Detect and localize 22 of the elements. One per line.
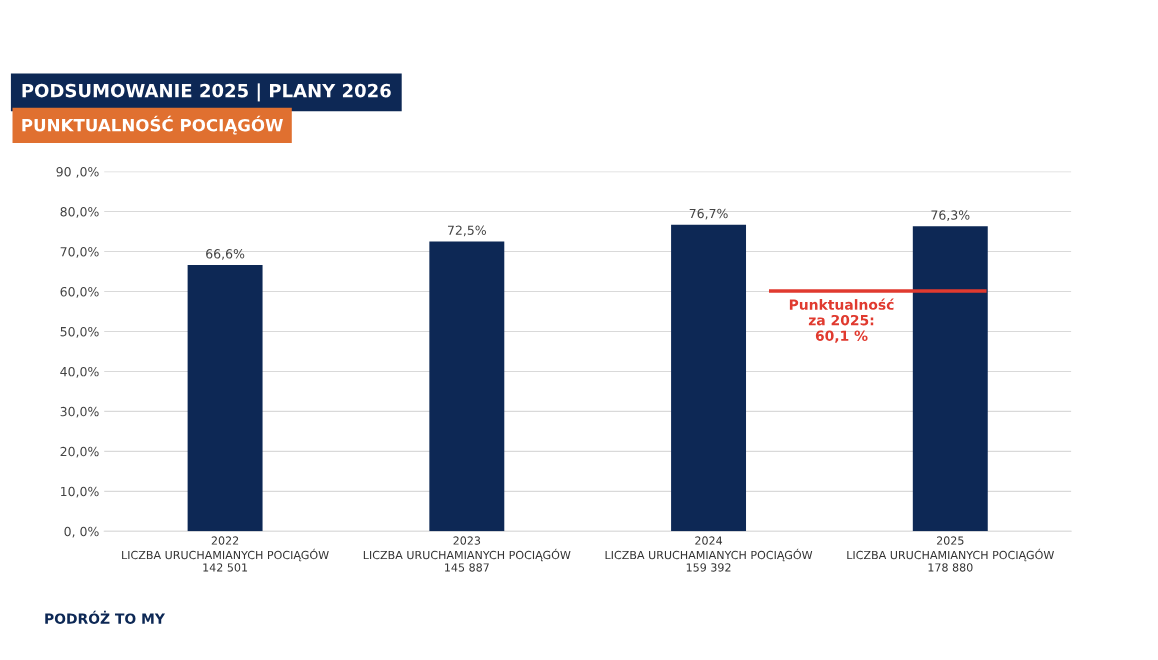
x-tick-label: 2025 LICZBA URUCHAMIANYCH POCIĄGÓW 178 880 <box>847 536 1054 572</box>
x-tick-label: 2022 LICZBA URUCHAMIANYCH POCIĄGÓW 142 501 <box>122 536 329 572</box>
data-label: 76,7% <box>689 208 728 220</box>
y-tick-label: 50,0% <box>60 326 99 338</box>
y-tick-label: 20,0% <box>60 446 99 458</box>
y-tick-label: 70,0% <box>60 247 99 258</box>
x-tick-label: 2023 LICZBA URUCHAMIANYCH POCIĄGÓW 145 887 <box>363 536 571 572</box>
y-tick-label: 0, 0% <box>64 526 99 538</box>
ref-line-label: Punktualność za 2025: 60,1 % <box>789 298 894 343</box>
y-tick-label: 90 ,0% <box>56 167 99 178</box>
data-label: 76,3% <box>931 210 970 222</box>
x-tick-label: 2024 LICZBA URUCHAMIANYCH POCIĄGÓW 159 392 <box>605 536 813 572</box>
y-tick-label: 80,0% <box>60 207 99 218</box>
chart-title: PODSUMOWANIE 2025 | PLANY 2026 <box>22 83 391 102</box>
data-label: 72,5% <box>447 225 486 237</box>
y-tick-label: 40,0% <box>60 366 99 378</box>
y-tick-label: 30,0% <box>60 406 99 418</box>
text: PODRÓŻ TO MY <box>45 610 166 624</box>
chart-subtitle: PUNKTUALNOŚĆ POCIĄGÓW <box>22 115 283 135</box>
y-tick-label: 10,0% <box>61 486 99 498</box>
y-tick-label: 60,0% <box>60 286 99 298</box>
data-label: 66,6% <box>206 249 245 260</box>
